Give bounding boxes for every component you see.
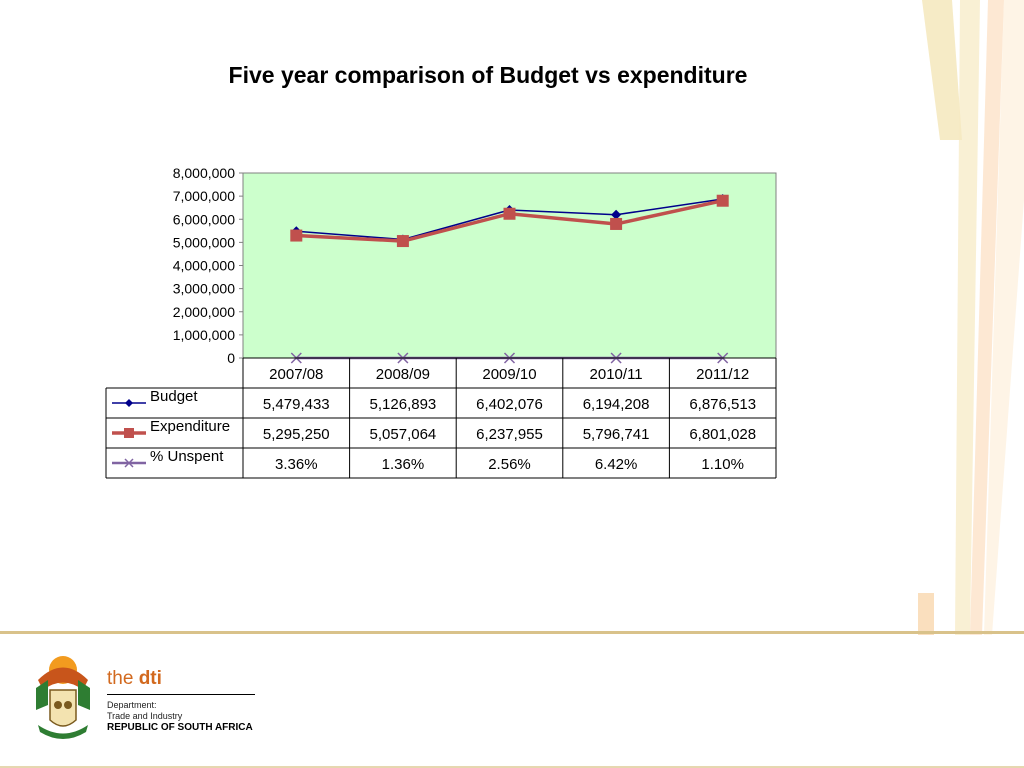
legend-key-marker (124, 458, 134, 468)
y-tick-label: 4,000,000 (173, 258, 235, 274)
data-label: 5,479,433 (263, 396, 330, 413)
x-category-label: 2007/08 (269, 366, 323, 383)
y-tick-label: 7,000,000 (173, 188, 235, 204)
data-label: 6.42% (595, 456, 638, 473)
legend-label: % Unspent (150, 448, 224, 465)
x-category-label: 2010/11 (590, 366, 643, 383)
brand-rule (107, 694, 255, 695)
data-label: 1.10% (701, 456, 744, 473)
data-label: 6,801,028 (689, 426, 756, 443)
legend-key-marker (125, 399, 133, 407)
brand-name: the dti (107, 668, 162, 689)
decorative-stripes (918, 0, 1024, 635)
data-label: 6,194,208 (583, 396, 650, 413)
data-point (290, 229, 303, 242)
budget-chart: 8,000,000 7,000,000 6,000,000 5,000,000 4,00… (105, 165, 777, 479)
data-label: 2.56% (488, 456, 531, 473)
y-tick-label: 8,000,000 (173, 165, 235, 181)
x-category-label: 2009/10 (482, 366, 536, 383)
data-label: 5,295,250 (263, 426, 330, 443)
data-point (610, 217, 623, 230)
bottom-rule (0, 766, 1024, 768)
data-label: 3.36% (275, 456, 318, 473)
footer-rule (0, 631, 1024, 634)
legend-label: Expenditure (150, 418, 230, 435)
brand-line-trade: Trade and Industry (107, 711, 183, 721)
y-tick-label: 5,000,000 (173, 234, 235, 250)
y-tick-label: 1,000,000 (173, 327, 235, 343)
brand-line-country: REPUBLIC OF SOUTH AFRICA (107, 722, 253, 733)
legend-label: Budget (150, 388, 198, 405)
x-category-label: 2008/09 (376, 366, 430, 383)
data-label: 5,057,064 (370, 426, 437, 443)
data-point (611, 209, 622, 220)
data-label: 5,796,741 (583, 426, 650, 443)
data-label: 6,237,955 (476, 426, 543, 443)
y-tick-label: 2,000,000 (173, 304, 235, 320)
data-label: 5,126,893 (370, 396, 437, 413)
coat-of-arms-logo (36, 656, 90, 739)
x-category-label: 2011/12 (696, 366, 749, 383)
brand-line-department: Department: (107, 700, 157, 710)
data-label: 6,402,076 (476, 396, 543, 413)
plot-area (242, 172, 777, 359)
y-tick-label: 6,000,000 (173, 211, 235, 227)
data-point (716, 194, 729, 207)
y-tick-label: 0 (227, 350, 235, 366)
legend-key-marker (124, 428, 134, 438)
y-tick-label: 3,000,000 (173, 281, 235, 297)
data-point (503, 207, 516, 220)
data-label: 6,876,513 (689, 396, 756, 413)
page-title: Five year comparison of Budget vs expend… (228, 62, 748, 88)
data-label: 1.36% (382, 456, 425, 473)
data-point (396, 235, 409, 248)
